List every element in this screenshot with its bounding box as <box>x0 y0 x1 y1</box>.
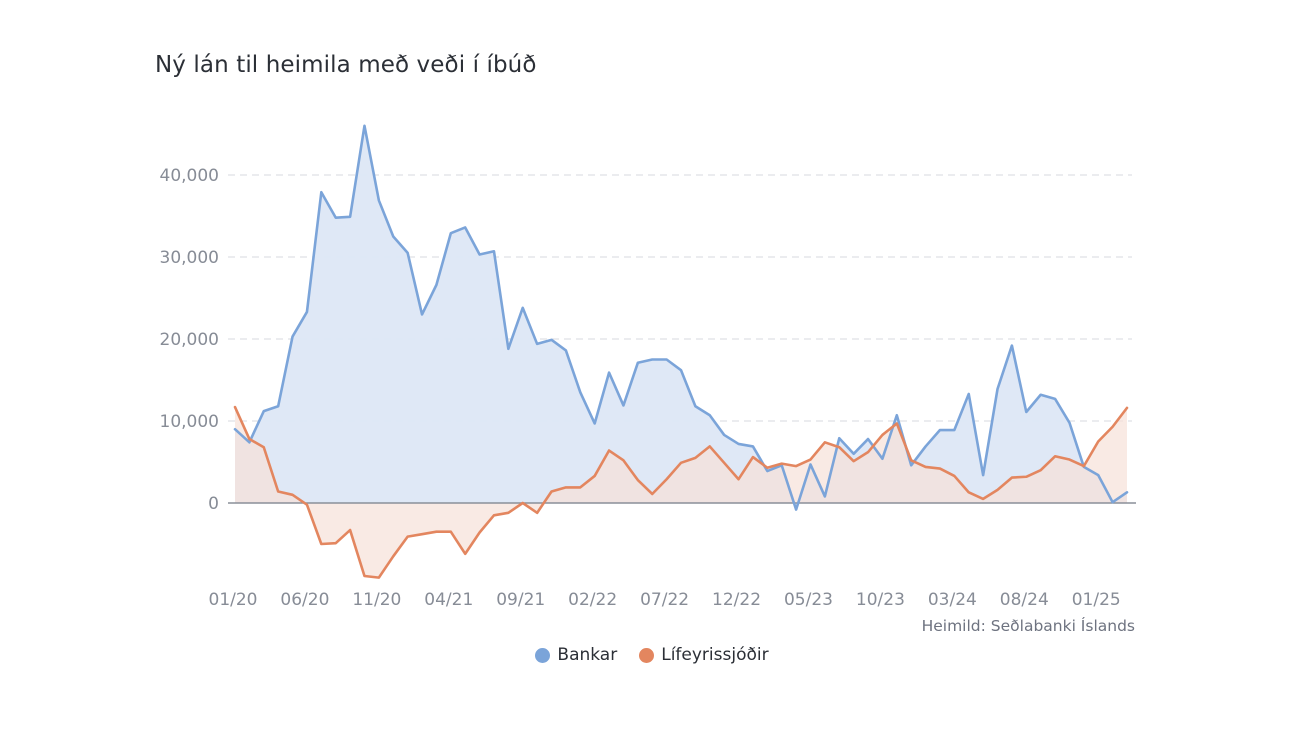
legend-label-bankar: Bankar <box>557 645 618 665</box>
x-tick-label-0: 01/20 <box>209 590 258 610</box>
x-tick-label-9: 10/23 <box>856 590 905 610</box>
legend: Bankar Lífeyrissjóðir <box>0 645 1304 665</box>
x-tick-label-6: 07/22 <box>640 590 689 610</box>
series-lines <box>233 124 1129 579</box>
legend-dot-bankar <box>535 647 551 663</box>
x-tick-label-11: 08/24 <box>1000 590 1049 610</box>
series-areas <box>235 125 1127 578</box>
y-tick-label-1: 10,000 <box>160 412 219 432</box>
legend-item-bankar[interactable]: Bankar <box>535 645 617 665</box>
y-tick-label-3: 30,000 <box>160 248 219 268</box>
x-axis-tick-labels: 01/20 06/20 11/20 04/21 09/21 02/22 07/22 12/22… <box>209 590 1121 610</box>
x-tick-label-1: 06/20 <box>280 590 329 610</box>
x-tick-label-12: 01/25 <box>1072 590 1121 610</box>
chart-title: Ný lán til heimila með veði í íbúð <box>155 52 537 78</box>
x-tick-label-4: 09/21 <box>496 590 545 610</box>
x-tick-label-7: 12/22 <box>712 590 761 610</box>
area-bankar <box>235 125 1127 510</box>
source-note: Heimild: Seðlabanki Íslands <box>922 616 1135 635</box>
y-tick-label-4: 40,000 <box>160 166 219 186</box>
x-tick-label-3: 04/21 <box>424 590 473 610</box>
x-tick-label-8: 05/23 <box>784 590 833 610</box>
legend-dot-lifeyrissjodir <box>639 647 655 663</box>
x-tick-label-10: 03/24 <box>928 590 977 610</box>
y-tick-label-0: 0 <box>208 494 219 514</box>
legend-label-lifeyrissjodir: Lífeyrissjóðir <box>661 645 769 665</box>
line-lifeyrissjodir <box>233 405 1129 579</box>
y-axis-tick-labels: 0 10,000 20,000 30,000 40,000 <box>160 166 219 514</box>
y-tick-label-2: 20,000 <box>160 330 219 350</box>
line-bankar <box>233 124 1129 511</box>
x-tick-label-5: 02/22 <box>568 590 617 610</box>
legend-item-lifeyrissjodir[interactable]: Lífeyrissjóðir <box>639 645 769 665</box>
area-lifeyrissjodir <box>235 407 1127 578</box>
x-tick-label-2: 11/20 <box>352 590 401 610</box>
